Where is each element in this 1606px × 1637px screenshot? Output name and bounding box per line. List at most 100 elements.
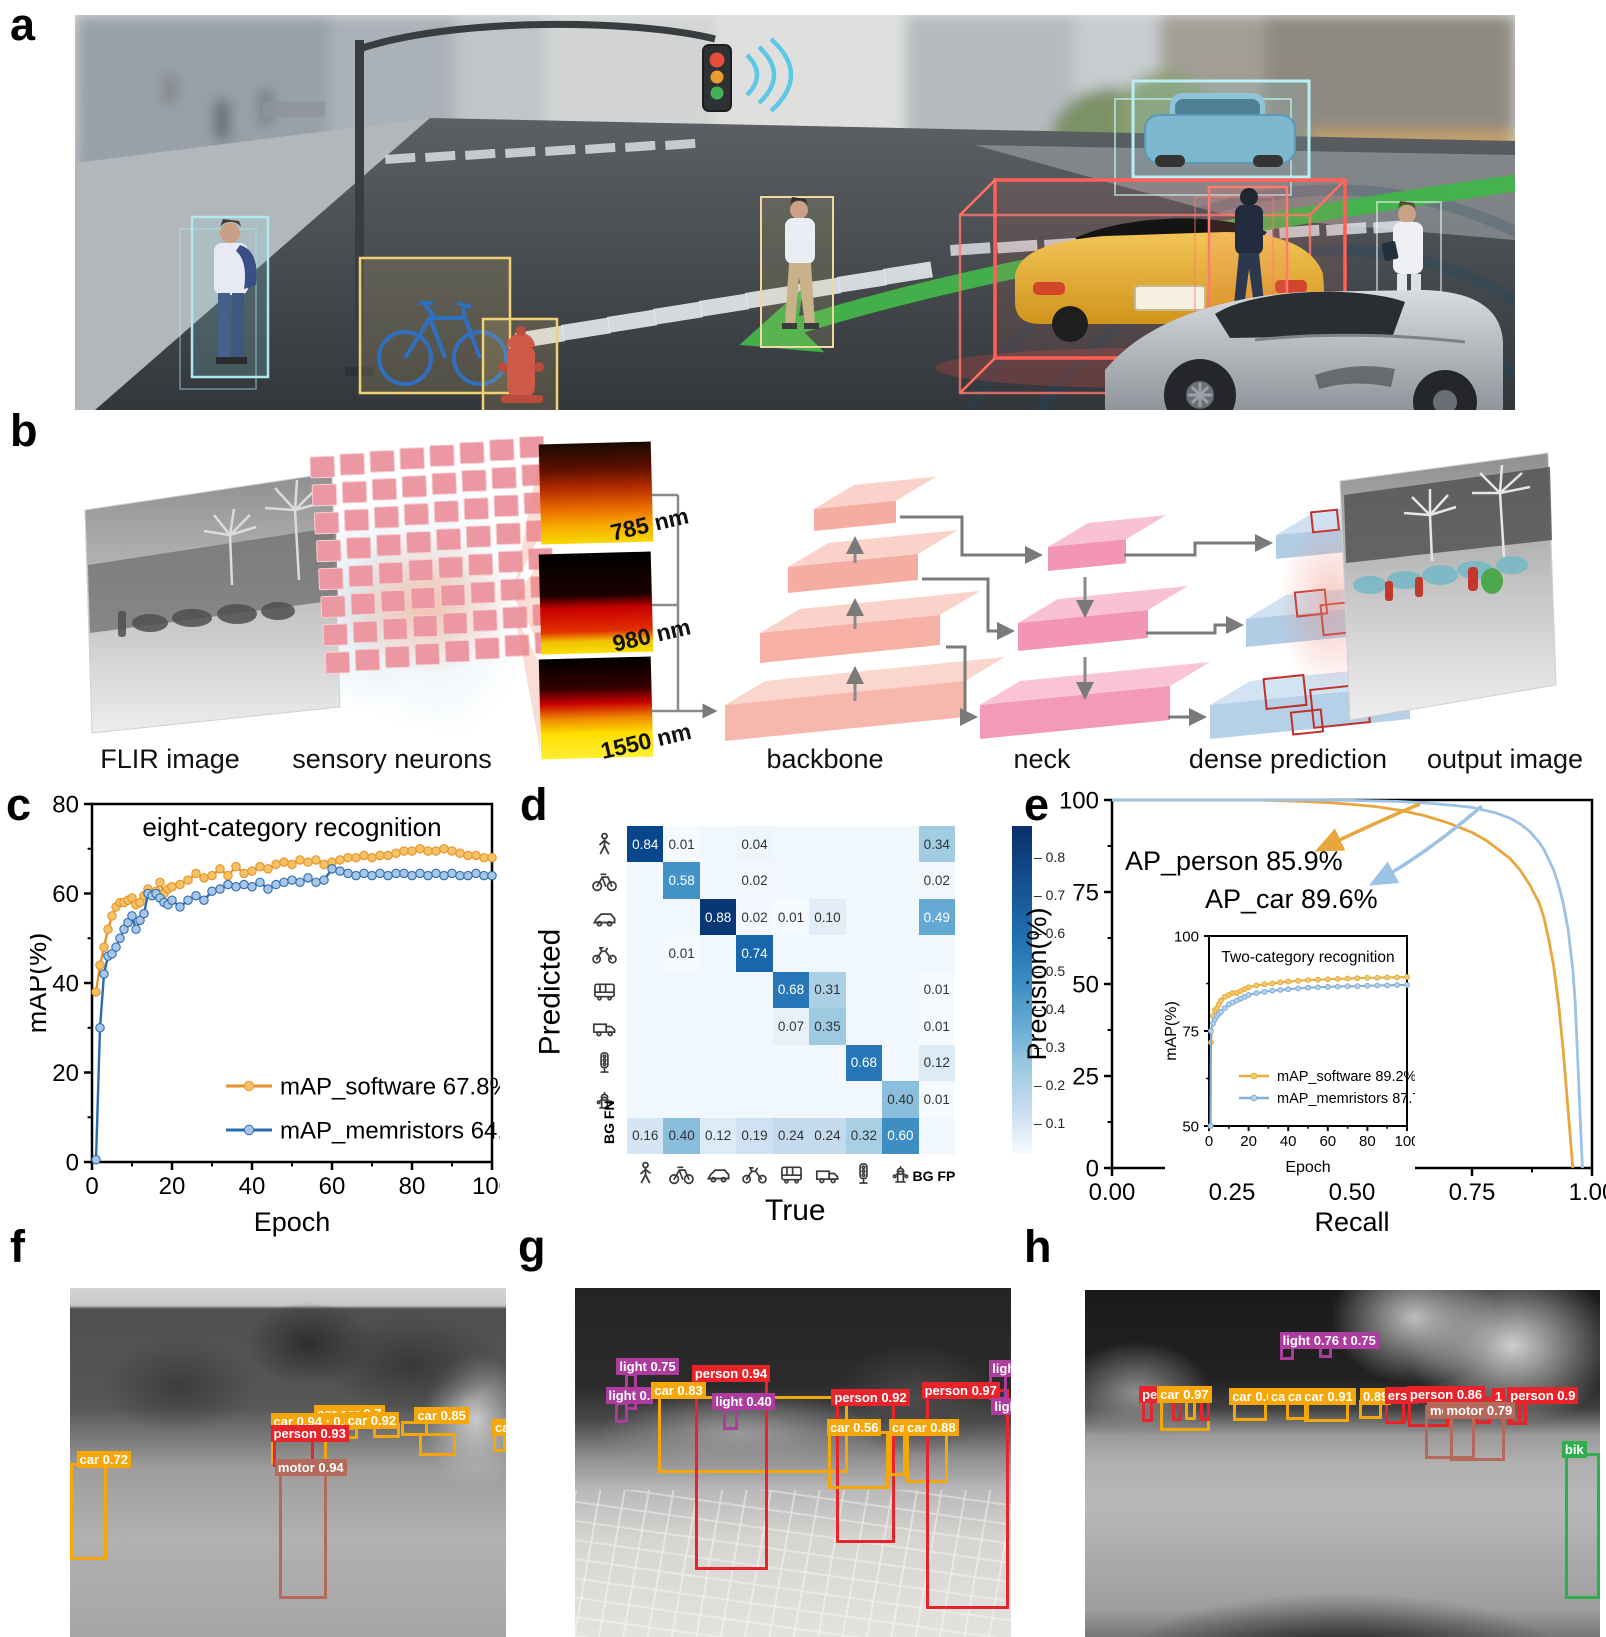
detection-box bbox=[70, 1462, 108, 1561]
output-image bbox=[1339, 452, 1557, 721]
detection-label: light 0.8 bbox=[989, 1359, 1011, 1377]
matrix-cell bbox=[699, 826, 737, 863]
matrix-cell: 0.12 bbox=[918, 1044, 955, 1082]
panel-letter-d: d bbox=[520, 779, 548, 830]
svg-text:Epoch: Epoch bbox=[254, 1207, 331, 1237]
segmented-cars bbox=[1353, 556, 1528, 594]
svg-text:mAP_memristors 87.7%: mAP_memristors 87.7% bbox=[1277, 1091, 1415, 1107]
panel-letter-a: a bbox=[10, 0, 36, 50]
street-scene-illustration bbox=[75, 15, 1606, 1016]
detection-box bbox=[418, 1432, 456, 1456]
matrix-cell: 0.84 bbox=[627, 826, 664, 863]
matrix-cell: 0.04 bbox=[736, 826, 773, 863]
matrix-cell: 0.01 bbox=[918, 971, 955, 1009]
matrix-cell bbox=[627, 862, 664, 899]
series-line bbox=[94, 867, 492, 1160]
svg-text:0.50: 0.50 bbox=[1329, 1179, 1376, 1206]
detection-label: motor 0.79 bbox=[1443, 1401, 1516, 1419]
svg-text:0.75: 0.75 bbox=[1449, 1179, 1496, 1206]
detected-bicycle bbox=[358, 256, 512, 395]
motorcycle-icon bbox=[741, 1160, 768, 1187]
street-sign bbox=[263, 101, 325, 117]
matrix-cell bbox=[882, 1044, 919, 1082]
svg-text:100: 100 bbox=[1394, 1133, 1415, 1150]
matrix-cell: 0.74 bbox=[736, 935, 773, 972]
matrix-cell bbox=[699, 1081, 737, 1118]
matrix-cell: 0.58 bbox=[663, 862, 700, 899]
matrix-cell: 0.07 bbox=[772, 1008, 810, 1045]
svg-text:75: 75 bbox=[1072, 879, 1099, 906]
matrix-cell bbox=[736, 971, 773, 1009]
map-epoch-chart: 0 20 40 60 80 100 0 20 40 60 80 Epoch mAP(%) eight-ca… bbox=[22, 790, 539, 1237]
spectral-images bbox=[538, 441, 654, 760]
svg-text:Recall: Recall bbox=[1314, 1207, 1389, 1237]
truck-icon bbox=[591, 1013, 618, 1040]
matrix-cell: 0.40 bbox=[882, 1081, 919, 1118]
truck-icon bbox=[814, 1160, 841, 1187]
pipeline-diagram bbox=[84, 435, 1557, 760]
spectral-beams bbox=[515, 450, 540, 750]
detection-label: light 0. bbox=[605, 1386, 654, 1404]
stage-arrows bbox=[900, 515, 1273, 726]
svg-text:mAP_software 89.2%: mAP_software 89.2% bbox=[1277, 1069, 1415, 1085]
matrix-cell bbox=[882, 971, 919, 1009]
matrix-cell bbox=[663, 971, 700, 1009]
matrix-cell: 0.24 bbox=[809, 1117, 846, 1154]
detection-label: light 0.40 bbox=[712, 1392, 775, 1410]
matrix-cell: 0.02 bbox=[736, 862, 773, 899]
side-vent bbox=[1315, 366, 1395, 389]
stage-label-dense: dense prediction bbox=[1188, 744, 1388, 774]
bracket-lines bbox=[652, 493, 718, 719]
colorbar-tick: – 0.5 bbox=[1034, 962, 1066, 979]
hydrant-icon bbox=[887, 1160, 914, 1187]
matrix-cell bbox=[845, 935, 883, 972]
matrix-cell bbox=[845, 898, 883, 936]
detection-box bbox=[1564, 1453, 1600, 1599]
true-axis-label: True bbox=[765, 1194, 826, 1227]
svg-text:0: 0 bbox=[1205, 1133, 1213, 1150]
panel-letter-e: e bbox=[1024, 779, 1050, 830]
matrix-cell bbox=[772, 1044, 810, 1082]
detection-box bbox=[888, 1431, 907, 1477]
confusion-matrix-grid: 0.84 0.01 0.04 0.34 0.58 0.02 0.02 0.88 0.02 0.01… bbox=[627, 826, 955, 1154]
e_inset-chart-svg: 0 20 40 60 80 100 50 75 100 Epoch mAP(%) Two-catego… bbox=[1163, 928, 1433, 1176]
panel-letter-c: c bbox=[6, 779, 32, 830]
detection-box bbox=[1450, 1412, 1506, 1461]
matrix-cell bbox=[772, 1081, 810, 1118]
two-category-inset-chart: 0 20 40 60 80 100 50 75 100 Epoch mAP(%) Two-catego… bbox=[1163, 928, 1433, 1178]
matrix-cell bbox=[882, 935, 919, 972]
pavement-texture bbox=[575, 1490, 1011, 1637]
colorbar-tick: – 0.6 bbox=[1034, 924, 1066, 941]
svg-text:60: 60 bbox=[319, 1173, 346, 1200]
matrix-cell bbox=[772, 862, 810, 899]
matrix-cell bbox=[699, 1008, 737, 1045]
matrix-cell bbox=[663, 1044, 700, 1082]
matrix-cell bbox=[627, 898, 664, 936]
matrix-cell bbox=[736, 1044, 773, 1082]
detection-label: ca bbox=[1267, 1387, 1289, 1405]
svg-text:100: 100 bbox=[472, 1173, 500, 1200]
series-line bbox=[1112, 798, 1584, 1169]
car-icon bbox=[705, 1160, 732, 1187]
matrix-cell bbox=[772, 826, 810, 863]
svg-text:eight-category recognition: eight-category recognition bbox=[142, 812, 441, 842]
matrix-cell: 0.88 bbox=[699, 898, 737, 936]
svg-text:60: 60 bbox=[52, 881, 79, 908]
detected-pedestrian-left bbox=[179, 215, 270, 390]
svg-text:50: 50 bbox=[1072, 971, 1099, 998]
matrix-cell bbox=[918, 1117, 955, 1154]
stage-label-backbone: backbone bbox=[766, 744, 884, 774]
svg-text:40: 40 bbox=[239, 1173, 266, 1200]
detection-label: bik bbox=[1561, 1440, 1587, 1458]
backbone-blocks bbox=[725, 476, 1005, 741]
flir-image bbox=[84, 472, 341, 734]
colorbar-tick: – 0.8 bbox=[1034, 848, 1066, 865]
matrix-cell: 0.01 bbox=[663, 935, 700, 972]
svg-text:mAP_software 67.8%: mAP_software 67.8% bbox=[280, 1073, 500, 1100]
tablet bbox=[1381, 241, 1399, 261]
matrix-cell bbox=[663, 898, 700, 936]
matrix-cell bbox=[627, 971, 664, 1009]
traffic-light-icon bbox=[850, 1160, 877, 1187]
matrix-cell bbox=[699, 862, 737, 899]
bg-fp-label: BG FP bbox=[912, 1168, 956, 1184]
